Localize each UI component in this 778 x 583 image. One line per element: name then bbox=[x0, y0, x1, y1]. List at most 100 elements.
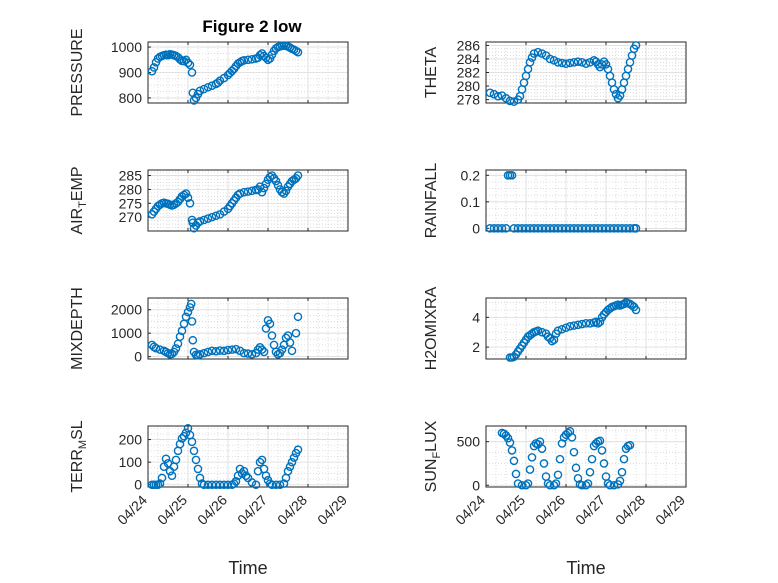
data-point bbox=[179, 56, 189, 66]
data-points bbox=[147, 423, 303, 490]
data-point bbox=[261, 471, 271, 481]
data-point bbox=[595, 436, 605, 446]
data-point bbox=[615, 476, 625, 486]
data-point bbox=[593, 224, 603, 233]
data-point bbox=[601, 224, 611, 233]
data-point bbox=[267, 331, 277, 340]
data-point bbox=[597, 446, 607, 455]
data-point bbox=[291, 328, 301, 338]
y-tick-label: 275 bbox=[119, 195, 143, 211]
data-point bbox=[561, 323, 571, 333]
data-point bbox=[171, 455, 181, 465]
data-point bbox=[545, 480, 555, 490]
data-point bbox=[259, 347, 269, 357]
data-point bbox=[533, 224, 543, 233]
data-point bbox=[189, 96, 199, 105]
y-axis-label: SUNFLUX bbox=[423, 420, 443, 492]
data-point bbox=[219, 480, 229, 490]
data-point bbox=[525, 58, 535, 67]
data-point bbox=[569, 58, 579, 67]
y-tick-label: 1000 bbox=[111, 39, 142, 55]
data-points bbox=[505, 298, 641, 362]
data-point bbox=[541, 224, 551, 233]
axes-frame bbox=[147, 425, 349, 488]
axes-frame bbox=[147, 297, 349, 360]
data-point bbox=[293, 312, 303, 322]
data-point bbox=[277, 187, 287, 197]
data-point bbox=[293, 171, 303, 180]
data-point bbox=[591, 317, 601, 327]
subplot-1: 800 900 1000 PRESSURE bbox=[69, 28, 349, 117]
data-point bbox=[251, 480, 261, 490]
data-point bbox=[565, 224, 575, 233]
data-point bbox=[241, 471, 251, 481]
data-point bbox=[573, 320, 583, 330]
y-axis-label-rest: LUX bbox=[423, 420, 440, 451]
y-tick-label: 285 bbox=[119, 168, 143, 184]
data-point bbox=[567, 433, 577, 442]
data-point bbox=[223, 345, 233, 355]
data-point bbox=[161, 454, 171, 464]
data-point bbox=[581, 59, 591, 68]
y-tick-label: 2000 bbox=[111, 302, 142, 318]
data-point bbox=[525, 224, 535, 233]
data-point bbox=[511, 469, 521, 479]
data-point bbox=[187, 317, 197, 326]
data-point bbox=[585, 467, 595, 477]
y-tick-label: 800 bbox=[119, 90, 143, 106]
data-point bbox=[609, 480, 619, 490]
data-point bbox=[243, 55, 253, 65]
x-axis-label: Time bbox=[228, 558, 267, 578]
data-point bbox=[545, 224, 555, 233]
data-points bbox=[147, 299, 303, 360]
data-point bbox=[167, 471, 177, 481]
y-tick-label: 200 bbox=[119, 432, 143, 448]
data-point bbox=[549, 224, 559, 233]
data-point bbox=[509, 224, 519, 233]
data-point bbox=[501, 224, 511, 233]
y-axis-label: TERRMSL bbox=[69, 420, 89, 492]
data-point bbox=[203, 347, 213, 357]
y-tick-label: 284 bbox=[457, 51, 481, 67]
data-point bbox=[631, 41, 641, 50]
data-point bbox=[219, 346, 229, 356]
data-point bbox=[557, 224, 567, 233]
data-point bbox=[285, 462, 295, 471]
y-axis-label: AIRTEMP bbox=[69, 166, 89, 234]
data-point bbox=[187, 68, 197, 77]
y-tick-label: 0.1 bbox=[461, 194, 481, 210]
y-axis-label-main: TERR bbox=[69, 449, 86, 493]
data-point bbox=[195, 216, 205, 226]
data-point bbox=[557, 324, 567, 334]
data-point bbox=[485, 224, 495, 233]
data-point bbox=[595, 317, 605, 327]
data-point bbox=[199, 348, 209, 358]
data-point bbox=[561, 224, 571, 233]
data-point bbox=[581, 480, 591, 490]
data-points bbox=[497, 426, 635, 490]
data-point bbox=[167, 349, 177, 359]
data-point bbox=[213, 78, 223, 87]
data-point bbox=[631, 305, 641, 315]
data-point bbox=[247, 186, 257, 196]
data-point bbox=[183, 58, 193, 68]
data-point bbox=[505, 438, 515, 447]
y-axis-label-subscript: M bbox=[77, 440, 89, 449]
y-tick-label: 0 bbox=[472, 477, 480, 493]
data-point bbox=[239, 348, 249, 358]
data-point bbox=[183, 193, 193, 203]
data-point bbox=[509, 456, 519, 466]
data-point bbox=[157, 473, 167, 483]
data-point bbox=[537, 327, 547, 337]
data-point bbox=[613, 224, 623, 233]
y-tick-label: 282 bbox=[457, 65, 481, 81]
data-point bbox=[215, 480, 225, 490]
data-point bbox=[609, 85, 619, 94]
data-point bbox=[529, 224, 539, 233]
data-point bbox=[257, 455, 267, 465]
y-tick-label: 0.2 bbox=[461, 167, 481, 183]
data-point bbox=[569, 224, 579, 233]
data-point bbox=[565, 321, 575, 331]
